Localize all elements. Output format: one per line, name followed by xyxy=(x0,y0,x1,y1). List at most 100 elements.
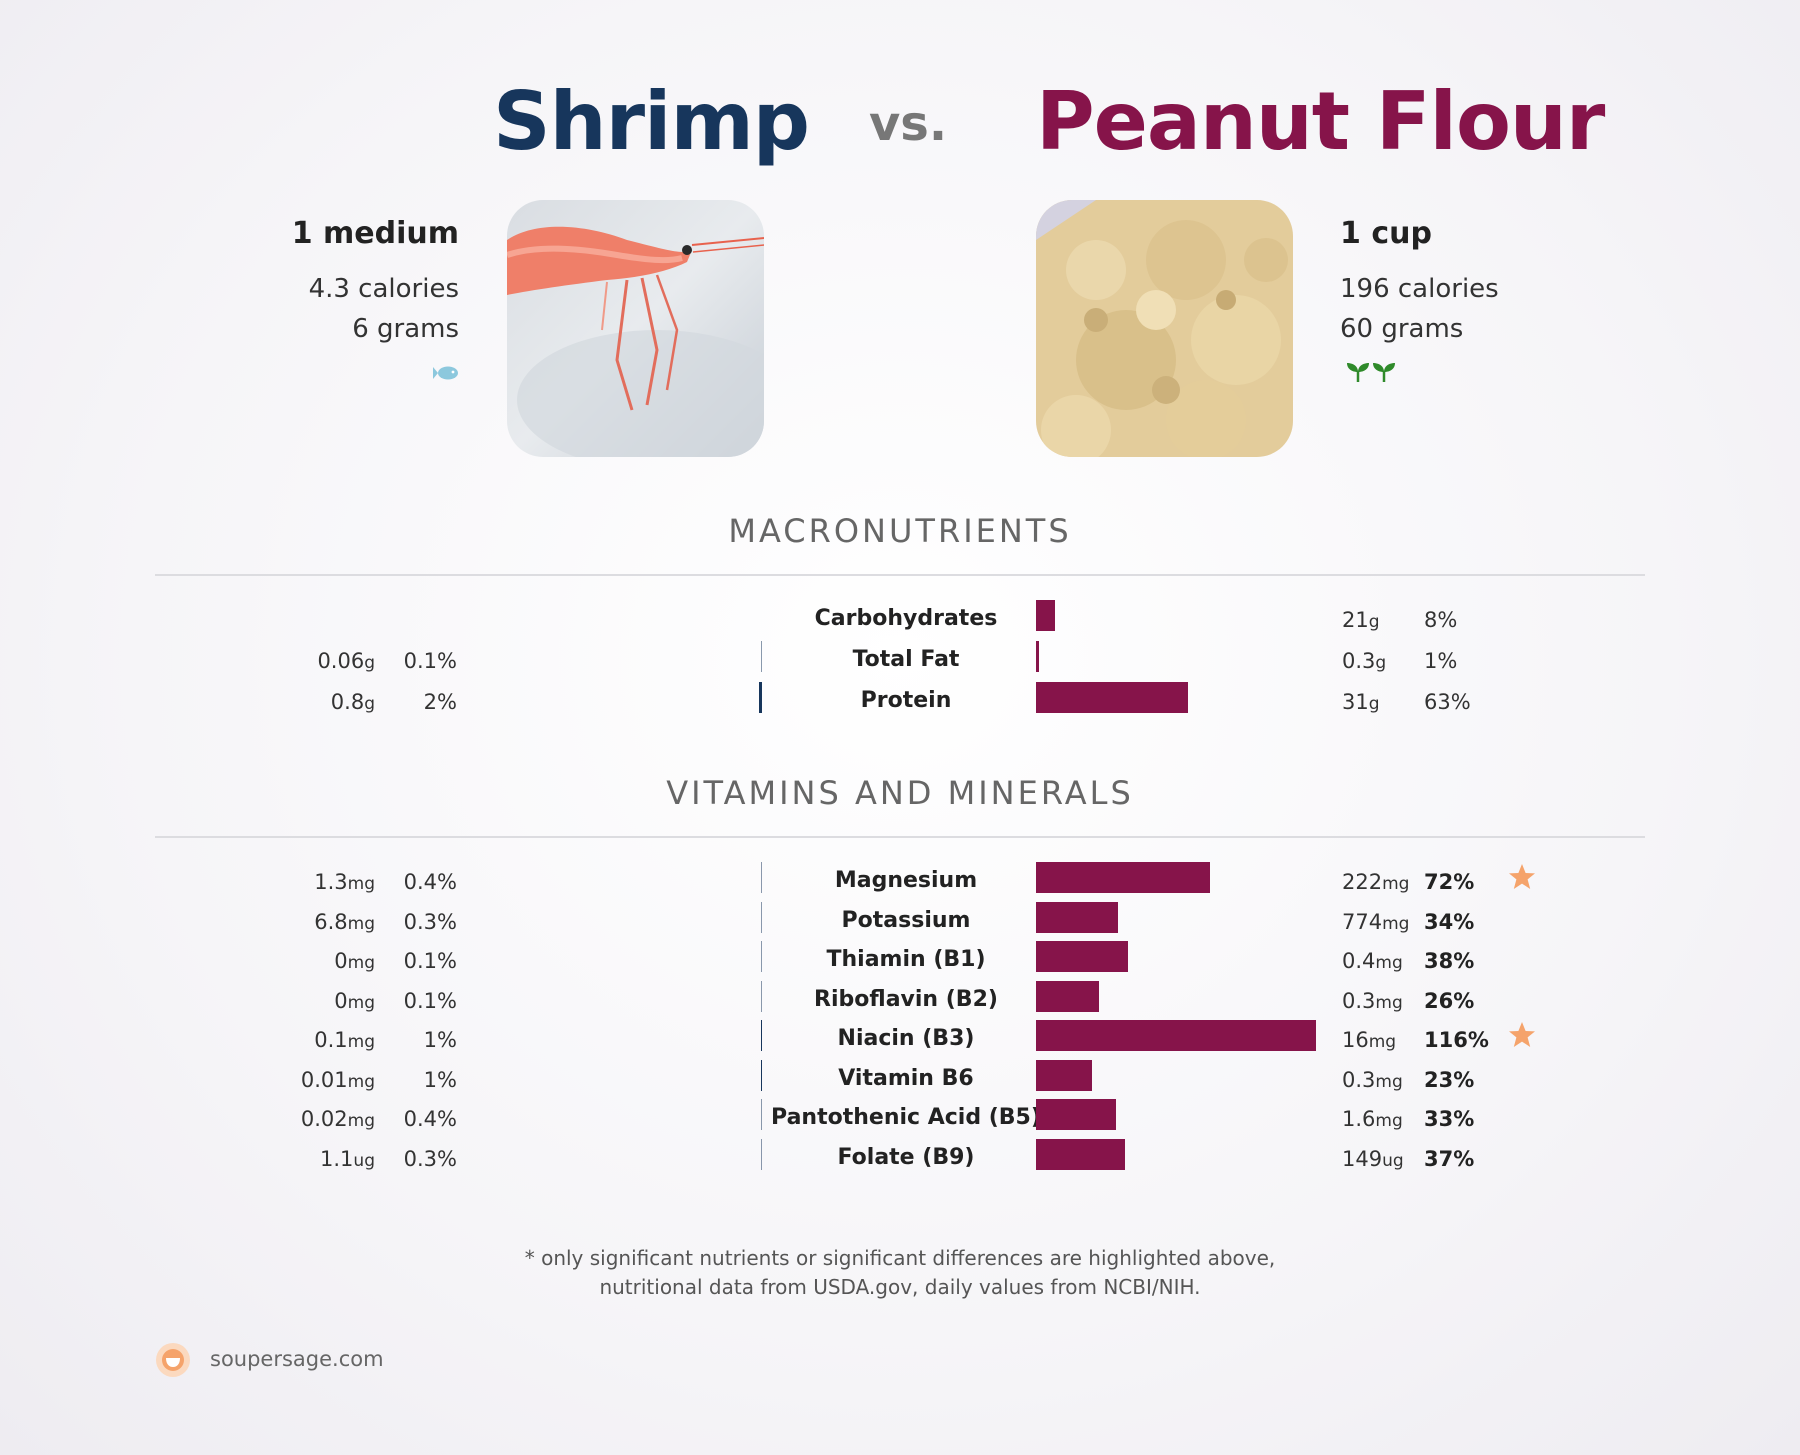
nutrient-name: Protein xyxy=(860,688,952,713)
right-percent: 37% xyxy=(1424,1146,1475,1171)
left-bar xyxy=(761,980,762,1012)
right-bar xyxy=(1036,980,1099,1012)
nutrient-name: Folate (B9) xyxy=(837,1144,975,1170)
right-percent: 38% xyxy=(1424,949,1475,973)
right-amount: 774mg xyxy=(1342,910,1409,934)
left-food-title: Shrimp xyxy=(493,75,810,168)
right-bar xyxy=(1036,1099,1116,1130)
left-bar xyxy=(759,682,762,713)
right-amount-unit: g xyxy=(1368,612,1380,632)
right-amount: 0.3g xyxy=(1342,649,1386,673)
nutrient-name: Niacin (B3) xyxy=(837,1026,975,1051)
right-bar xyxy=(1036,941,1128,972)
right-percent: 8% xyxy=(1424,608,1458,632)
peanut-flour-photo xyxy=(1036,200,1293,457)
right-amount: 0.3mg xyxy=(1342,1068,1403,1092)
right-bar xyxy=(1036,682,1189,713)
right-bar xyxy=(1036,1020,1316,1051)
left-percent: 1% xyxy=(423,1067,457,1092)
nutrient-name: Pantothenic Acid (B5) xyxy=(771,1105,1041,1130)
left-percent: 0.3% xyxy=(403,1146,457,1171)
left-bar xyxy=(761,1138,762,1170)
right-amount-unit: mg xyxy=(1382,874,1410,894)
left-amount-unit: mg xyxy=(347,992,375,1013)
shrimp-photo xyxy=(507,200,764,457)
right-bar xyxy=(1036,1138,1126,1170)
left-amount-value: 1.1 xyxy=(320,1146,354,1171)
left-percent: 1% xyxy=(423,1028,457,1052)
left-bar xyxy=(761,901,762,933)
right-amount-unit: mg xyxy=(1368,1032,1397,1052)
left-percent: 0.1% xyxy=(403,988,457,1013)
soupersage-logo-icon xyxy=(155,1342,191,1382)
right-amount: 16mg xyxy=(1342,1028,1396,1052)
left-amount-unit: mg xyxy=(347,874,375,894)
right-amount: 149ug xyxy=(1342,1147,1404,1171)
right-percent: 33% xyxy=(1424,1107,1475,1131)
left-grams: 6 grams xyxy=(352,314,459,344)
right-amount-value: 16 xyxy=(1342,1028,1369,1052)
nutrient-name: Riboflavin (B2) xyxy=(814,986,998,1012)
right-serving-size: 1 cup xyxy=(1340,216,1432,251)
right-bar xyxy=(1036,600,1056,631)
right-food-title: Peanut Flour xyxy=(1036,75,1605,168)
left-amount-unit: mg xyxy=(347,953,375,973)
right-percent: 26% xyxy=(1424,988,1475,1013)
right-amount-unit: mg xyxy=(1375,953,1403,973)
right-calories: 196 calories xyxy=(1340,274,1499,304)
vs-label: vs. xyxy=(869,96,948,152)
left-amount: 0.02mg xyxy=(301,1107,375,1131)
left-amount-value: 0.01 xyxy=(300,1067,348,1092)
left-bar xyxy=(760,1059,762,1091)
right-amount-value: 0.4 xyxy=(1342,949,1376,973)
right-amount-value: 149 xyxy=(1342,1146,1383,1171)
left-bar xyxy=(761,1099,762,1130)
nutrient-name: Vitamin B6 xyxy=(838,1065,974,1091)
right-amount-value: 0.3 xyxy=(1342,988,1376,1013)
left-amount-value: 0 xyxy=(334,949,348,973)
right-amount-unit: g xyxy=(1368,694,1380,714)
vitamins-heading: VITAMINS AND MINERALS xyxy=(666,774,1134,812)
nutrient-name: Magnesium xyxy=(834,868,978,893)
left-amount-unit: mg xyxy=(347,1032,375,1052)
right-percent: 23% xyxy=(1424,1067,1475,1092)
right-amount: 222mg xyxy=(1342,870,1409,894)
left-calories: 4.3 calories xyxy=(308,274,459,304)
left-bar xyxy=(761,941,762,972)
left-amount-value: 0.1 xyxy=(314,1028,348,1052)
right-bar xyxy=(1036,1059,1092,1091)
left-amount-unit: g xyxy=(364,653,375,673)
left-percent: 0.1% xyxy=(403,649,457,673)
right-amount: 1.6mg xyxy=(1342,1107,1403,1131)
right-amount-value: 1.6 xyxy=(1342,1107,1376,1131)
left-amount: 1.3mg xyxy=(314,870,375,894)
left-bar xyxy=(761,862,762,893)
right-bar xyxy=(1036,901,1119,933)
right-percent: 116% xyxy=(1424,1028,1489,1052)
left-amount-value: 0 xyxy=(334,988,348,1013)
left-amount-unit: ug xyxy=(353,1150,375,1171)
right-amount-value: 21 xyxy=(1342,608,1369,632)
left-amount: 0.01mg xyxy=(301,1068,375,1092)
right-bar xyxy=(1036,862,1210,893)
right-amount: 0.4mg xyxy=(1342,949,1403,973)
nutrient-name: Potassium xyxy=(841,907,971,933)
left-amount-value: 0.02 xyxy=(300,1107,348,1131)
right-amount: 31g xyxy=(1342,690,1380,714)
right-percent: 1% xyxy=(1424,649,1458,673)
left-amount-value: 6.8 xyxy=(314,909,348,934)
left-amount-unit: mg xyxy=(347,1111,375,1131)
right-amount-value: 222 xyxy=(1342,870,1383,894)
left-amount: 0mg xyxy=(334,949,375,973)
left-bar xyxy=(761,641,762,672)
right-amount-unit: mg xyxy=(1375,1071,1403,1092)
right-amount-unit: mg xyxy=(1382,913,1410,934)
right-amount: 21g xyxy=(1342,608,1380,632)
left-amount-value: 0.8 xyxy=(330,690,365,714)
left-amount: 0.06g xyxy=(317,649,375,673)
section-divider xyxy=(155,574,1645,576)
left-amount-unit: mg xyxy=(347,1071,375,1092)
soupersage-link[interactable]: soupersage.com xyxy=(210,1347,384,1371)
nutrient-name: Carbohydrates xyxy=(814,606,998,631)
left-percent: 0.4% xyxy=(403,870,457,894)
